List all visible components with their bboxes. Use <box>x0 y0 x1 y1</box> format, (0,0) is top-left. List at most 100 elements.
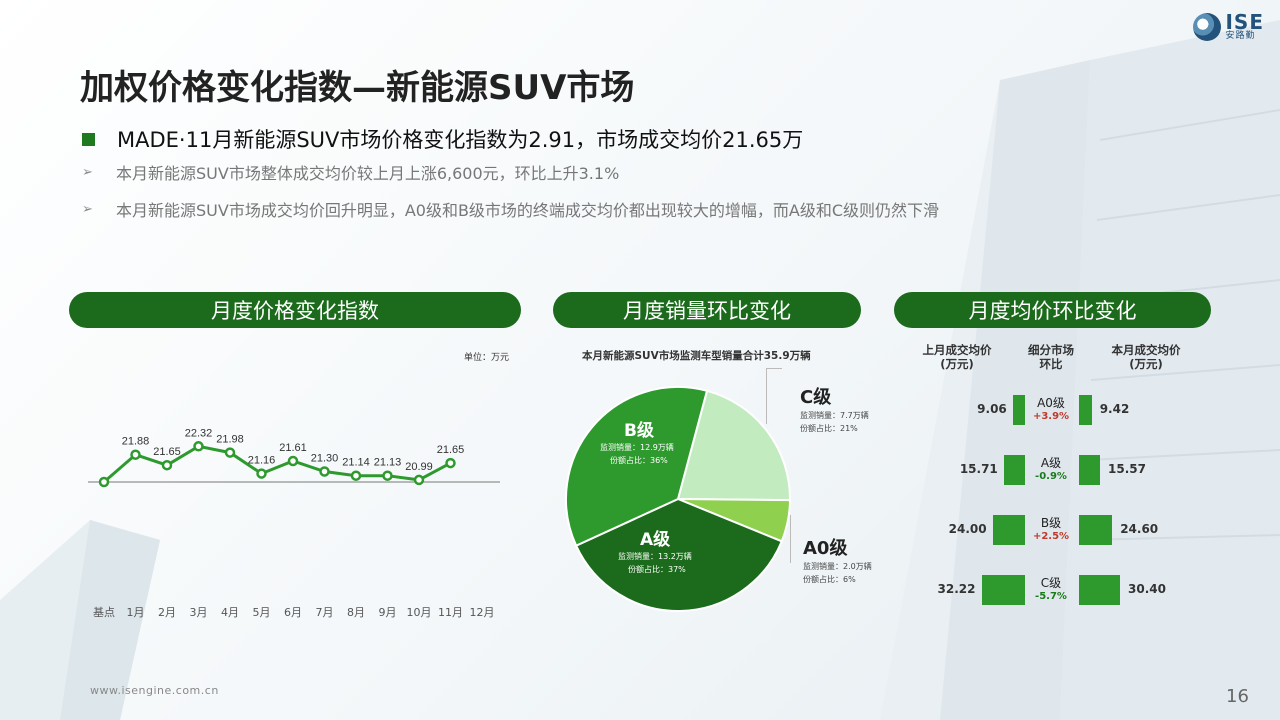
last-month-value: 9.06 <box>977 402 1007 416</box>
company-logo: ISE 安路勤 <box>1193 12 1264 41</box>
data-point <box>319 466 330 477</box>
bullet-item: ➢ 本月新能源SUV市场成交均价回升明显，A0级和B级市场的终端成交均价都出现较… <box>82 197 939 221</box>
pie-label-name: A级 <box>640 530 671 550</box>
building-background <box>880 20 1280 720</box>
data-label: 21.30 <box>311 453 339 465</box>
last-month-bar <box>992 515 1025 545</box>
month-tick-label: 基点 <box>93 606 115 619</box>
sales-pie-chart <box>565 386 792 612</box>
segment-name: B级 <box>1040 516 1062 530</box>
month-tick-label: 3月 <box>189 606 208 619</box>
data-label: 21.14 <box>342 457 370 469</box>
this-month-bar <box>1079 455 1101 485</box>
data-point <box>161 459 173 471</box>
pie-label-c: C级 监测销量：7.7万辆 份额占比：21% <box>800 383 869 435</box>
leader-line <box>766 368 767 424</box>
data-point <box>256 468 267 479</box>
month-tick-label: 7月 <box>315 606 334 619</box>
data-label: 21.65 <box>153 446 181 458</box>
this-month-bar <box>1079 575 1121 605</box>
pie-label-share: 份额占比：6% <box>803 575 856 584</box>
last-month-bar <box>981 575 1025 605</box>
data-label: 21.16 <box>248 455 276 467</box>
data-label: 21.65 <box>437 444 465 456</box>
arrow-bullet-icon: ➢ <box>82 164 93 180</box>
section-header-price: 月度均价环比变化 <box>894 292 1211 328</box>
pie-label-sales: 监测销量：13.2万辆 <box>618 552 692 561</box>
square-bullet-icon <box>82 132 95 146</box>
pie-label-sales: 监测销量：7.7万辆 <box>800 411 869 420</box>
building-background-left <box>0 520 160 720</box>
this-month-bar <box>1079 515 1113 545</box>
pie-slice-b <box>565 386 709 547</box>
data-point <box>98 476 110 488</box>
logo-emblem-icon <box>1193 12 1222 41</box>
logo-subtext: 安路勤 <box>1225 31 1256 41</box>
bullet-text: 本月新能源SUV市场整体成交均价较上月上涨6,600元，环比上升3.1% <box>116 164 620 183</box>
data-point <box>413 474 425 486</box>
data-label: 20.99 <box>405 461 433 473</box>
data-label: 21.98 <box>216 434 244 446</box>
pie-slice-c <box>676 389 791 502</box>
last-month-bar <box>1003 455 1025 485</box>
data-label: 22.32 <box>185 427 213 439</box>
pie-label-share: 份额占比：21% <box>800 424 858 433</box>
segment-name: C级 <box>1040 576 1062 590</box>
header-line: 上月成交均价 <box>922 343 992 357</box>
month-tick-label: 10月 <box>406 606 432 619</box>
header-line: 环比 <box>1039 357 1063 371</box>
month-tick-label: 6月 <box>284 606 302 619</box>
this-month-value: 15.57 <box>1108 462 1146 476</box>
arrow-bullet-icon: ➢ <box>82 201 93 217</box>
data-point <box>445 457 456 469</box>
data-point <box>287 455 299 467</box>
month-tick-label: 5月 <box>252 606 271 619</box>
data-label: 21.88 <box>122 436 150 448</box>
pie-label-b: B级 监测销量：12.9万辆 份额占比：36% <box>600 416 674 467</box>
pie-label-share: 份额占比：36% <box>610 456 668 465</box>
pie-label-name: C级 <box>800 387 832 408</box>
header-line: 本月成交均价 <box>1111 343 1181 357</box>
change-value: +3.9% <box>1032 411 1070 422</box>
headline: MADE·11月新能源SUV市场价格变化指数为2.91，市场成交均价21.65万 <box>82 124 803 154</box>
section-header-volume: 月度销量环比变化 <box>553 292 861 328</box>
header-line: 细分市场 <box>1028 343 1074 357</box>
header-line: (万元) <box>1129 357 1163 371</box>
data-point <box>350 470 362 481</box>
data-point <box>193 441 204 452</box>
data-point <box>224 447 236 458</box>
last-month-value: 24.00 <box>948 522 987 536</box>
column-header-last: 上月成交均价 (万元) <box>923 343 992 371</box>
pie-label-sales: 监测销量：2.0万辆 <box>803 562 872 571</box>
pie-label-a: A级 监测销量：13.2万辆 份额占比：37% <box>618 525 692 576</box>
unit-label: 单位：万元 <box>464 353 510 363</box>
pie-slice-a <box>574 497 784 612</box>
column-header-this: 本月成交均价 (万元) <box>1112 343 1181 371</box>
logo-text: ISE <box>1225 10 1264 34</box>
change-value: -0.9% <box>1035 471 1067 482</box>
month-tick-label: 12月 <box>469 606 495 619</box>
bullet-item: ➢ 本月新能源SUV市场整体成交均价较上月上涨6,600元，环比上升3.1% <box>82 160 619 184</box>
change-value: -5.7% <box>1035 591 1067 602</box>
segment-name: A0级 <box>1037 396 1065 410</box>
page-number: 16 <box>1226 686 1249 707</box>
this-month-value: 24.60 <box>1120 522 1159 536</box>
pie-label-share: 份额占比：37% <box>628 565 686 574</box>
data-point <box>130 449 141 460</box>
pie-label-sales: 监测销量：12.9万辆 <box>600 443 674 452</box>
pie-label-name: B级 <box>624 421 654 441</box>
last-month-value: 32.22 <box>937 582 976 596</box>
last-month-value: 15.71 <box>959 462 998 476</box>
this-month-value: 9.42 <box>1099 402 1130 416</box>
month-tick-label: 9月 <box>378 606 397 619</box>
section-header-index: 月度价格变化指数 <box>69 292 521 328</box>
pie-label-name: A0级 <box>803 538 848 559</box>
data-point <box>382 470 393 481</box>
month-tick-label: 8月 <box>347 606 365 619</box>
page-title: 加权价格变化指数—新能源SUV市场 <box>80 68 635 108</box>
bullet-text: 本月新能源SUV市场成交均价回升明显，A0级和B级市场的终端成交均价都出现较大的… <box>116 201 940 220</box>
pie-caption: 本月新能源SUV市场监测车型销量合计35.9万辆 <box>582 350 811 362</box>
this-month-bar <box>1079 395 1092 425</box>
headline-text: MADE·11月新能源SUV市场价格变化指数为2.91，市场成交均价21.65万 <box>117 128 804 152</box>
